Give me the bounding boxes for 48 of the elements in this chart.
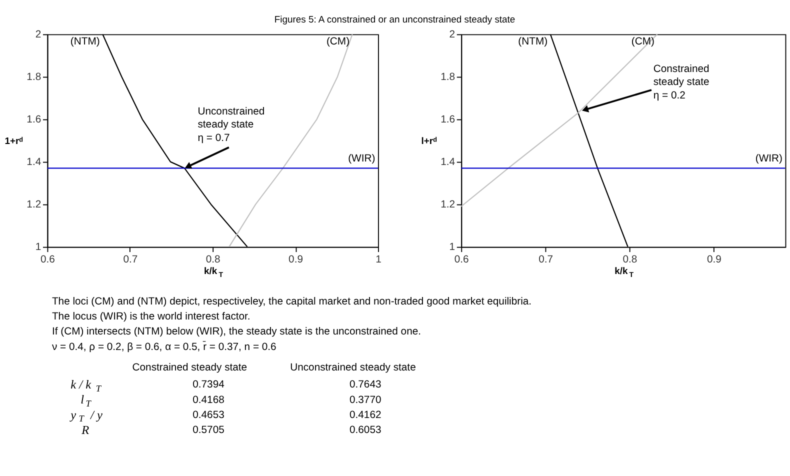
text: 0.4653 — [192, 410, 225, 421]
x-tick-label: 0.7 — [123, 254, 138, 266]
y-tick-label: 1 — [449, 242, 456, 254]
text: The locus (WIR) is the world interest factor. — [52, 312, 250, 323]
y-tick-label: 1.6 — [26, 114, 42, 126]
x-tick-label: 0.8 — [206, 254, 221, 266]
y-tick-label: 2 — [35, 30, 42, 41]
y-axis-title: 1+rᵈ — [4, 136, 24, 147]
text: R — [80, 422, 90, 437]
series-label: (CM) — [631, 36, 654, 48]
x-tick-label: 0.8 — [622, 254, 638, 266]
text: 0.6053 — [350, 425, 382, 436]
y-tick-label: 1.2 — [440, 200, 456, 211]
x-tick-label: 0.9 — [706, 254, 722, 266]
y-tick-label: 1.4 — [440, 157, 456, 168]
text: 0.7643 — [350, 380, 382, 391]
text: The loci (CM) and (NTM) depict, respectiveley, the capital market and non-traded good market equilibria. — [52, 296, 532, 308]
y-tick-label: 1.6 — [440, 114, 456, 126]
series-label: (WIR) — [755, 154, 782, 165]
text: 0.5705 — [192, 425, 225, 436]
text: 0.4168 — [192, 394, 225, 406]
x-tick-label: 0.7 — [538, 254, 554, 266]
y-tick-label: 2 — [449, 30, 456, 41]
text: Constrained steady state — [132, 362, 248, 374]
series-label: (WIR) — [348, 154, 376, 165]
x-tick-label: 0.6 — [454, 254, 470, 266]
x-tick-label: 0.9 — [288, 254, 304, 266]
y-tick-label: 1.8 — [26, 72, 42, 84]
annotation: Constrained steady state η = 0.2 — [653, 64, 710, 102]
text: 0.3770 — [350, 394, 382, 406]
y-tick-label: 1 — [35, 242, 42, 254]
text: Unconstrained steady state — [290, 362, 416, 374]
series-label: (CM) — [326, 36, 350, 48]
text: Figures 5: A constrained or an unconstrained steady state — [274, 14, 516, 26]
annotation: Unconstrained steady state η = 0.7 — [198, 106, 265, 144]
x-tick-label: 0.6 — [40, 254, 56, 266]
text: ν = 0.4, ρ = 0.2, β = 0.6, α = 0.5, r̄ = 0.37, n = 0.6 — [52, 341, 277, 353]
x-tick-label: 1 — [376, 254, 382, 266]
text: If (CM) intersects (NTM) below (WIR), the steady state is the unconstrained one. — [52, 326, 422, 338]
text: 0.4162 — [350, 410, 382, 421]
series-label: (NTM) — [518, 36, 548, 48]
y-tick-label: 1.4 — [26, 157, 42, 168]
y-tick-label: 1.8 — [440, 72, 456, 84]
text: yT / y — [68, 408, 103, 424]
y-tick-label: 1.2 — [26, 200, 42, 211]
series-label: (NTM) — [70, 36, 100, 48]
y-axis-title: l+rᵈ — [421, 136, 438, 147]
text: 0.7394 — [192, 380, 225, 391]
